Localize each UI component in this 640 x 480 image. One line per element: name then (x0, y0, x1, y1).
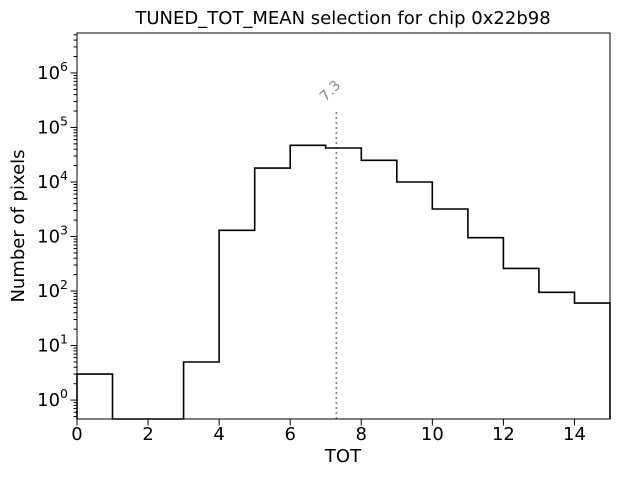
y-tick-label: 106 (37, 59, 68, 84)
y-axis-label: Number of pixels (8, 149, 29, 302)
y-tick-label: 100 (37, 386, 68, 411)
x-tick-label: 10 (421, 424, 444, 445)
x-tick-label: 6 (284, 424, 295, 445)
x-tick-label: 4 (213, 424, 224, 445)
x-tick-label: 0 (71, 424, 82, 445)
y-tick-label: 105 (37, 113, 68, 138)
x-tick-label: 8 (356, 424, 367, 445)
x-tick-label: 12 (492, 424, 515, 445)
chart-title: TUNED_TOT_MEAN selection for chip 0x22b9… (134, 8, 550, 29)
x-axis-label: TOT (324, 446, 362, 467)
y-tick-label: 101 (37, 332, 68, 357)
axes-spines (76, 32, 611, 420)
y-tick-label: 103 (37, 223, 68, 248)
y-tick-label: 102 (37, 277, 68, 302)
y-tick-label: 104 (37, 168, 68, 193)
x-tick-label: 2 (142, 424, 153, 445)
x-tick-label: 14 (563, 424, 586, 445)
